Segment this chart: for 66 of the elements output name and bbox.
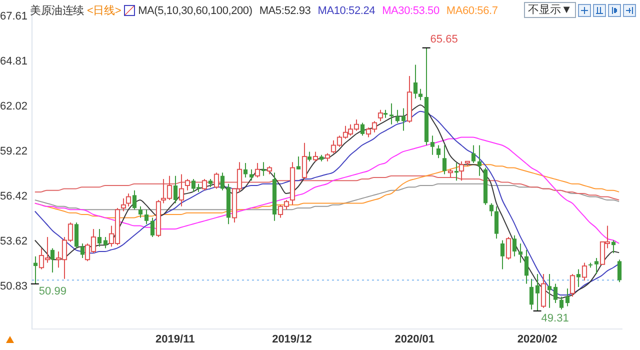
candlestick (80, 242, 85, 258)
candlestick (103, 236, 108, 249)
candlestick (401, 108, 406, 132)
candlestick (529, 278, 534, 310)
candlestick (500, 240, 505, 270)
y-tick-label: 50.83 (0, 280, 28, 292)
annotation: 50.99 (38, 285, 66, 298)
x-tick-label: 2020/01 (394, 333, 435, 346)
chart-subtitle: <日线> (87, 4, 122, 18)
text: MA60:56.7 (446, 4, 498, 16)
candlestick (611, 240, 616, 254)
y-tick-label: 64.81 (0, 55, 28, 68)
x-tick-label: 2019/11 (156, 333, 195, 346)
y-tick-label: 59.22 (0, 145, 28, 158)
candlestick (261, 162, 266, 176)
candlestick (553, 283, 558, 304)
candlestick (565, 288, 570, 307)
annotation: 不显示▼ (524, 2, 576, 18)
candlestick (150, 217, 155, 238)
text: MA30:53.50 (382, 4, 440, 16)
candlestick (173, 175, 178, 204)
annotation: MA(5,10,30,60,100,200) (138, 4, 252, 16)
candlestick (512, 234, 517, 257)
x-tick-label: 2020/02 (517, 333, 558, 346)
candlestick (489, 202, 494, 217)
text: MA10:52.24 (318, 4, 376, 16)
candlestick (594, 257, 599, 275)
candlestick (471, 144, 476, 164)
candlestick (220, 172, 225, 191)
candlestick (524, 249, 529, 284)
candlestick (413, 64, 418, 100)
candlestick (249, 168, 254, 182)
candlestick (494, 206, 499, 240)
y-tick-label: 53.62 (0, 236, 28, 248)
y-tick-label: 56.42 (0, 190, 28, 202)
text: MA5:52.93 (259, 4, 311, 16)
candlestick (50, 248, 55, 273)
line-series (34, 136, 620, 244)
candlestick (576, 268, 581, 288)
candlestick (454, 162, 459, 182)
annotation: 49.31 (541, 312, 569, 324)
y-tick-label: 62.02 (0, 100, 28, 112)
candlestick (436, 144, 441, 159)
candlestick (307, 151, 312, 162)
candlestick (138, 206, 143, 218)
candlestick (442, 144, 447, 175)
candlestick (518, 242, 523, 264)
candlestick (477, 144, 482, 176)
candlestick (395, 109, 400, 124)
candlestick (617, 259, 622, 283)
candlestick (430, 135, 435, 156)
candlestick (132, 190, 137, 210)
x-tick-label: 2019/12 (272, 333, 312, 346)
y-tick-label: 67.61 (0, 10, 28, 22)
candlestick (296, 156, 301, 170)
candlestick (74, 222, 79, 249)
candlestick (559, 296, 564, 310)
candlestick (547, 274, 552, 308)
candlestick (418, 88, 423, 101)
chart-title: 美原油连续 (30, 4, 84, 18)
candlestick (389, 102, 394, 125)
candlestick (97, 228, 102, 248)
candlestick (144, 209, 149, 225)
candlestick (243, 162, 248, 178)
annotation: 65.65 (430, 33, 458, 46)
candlestick (360, 122, 365, 136)
